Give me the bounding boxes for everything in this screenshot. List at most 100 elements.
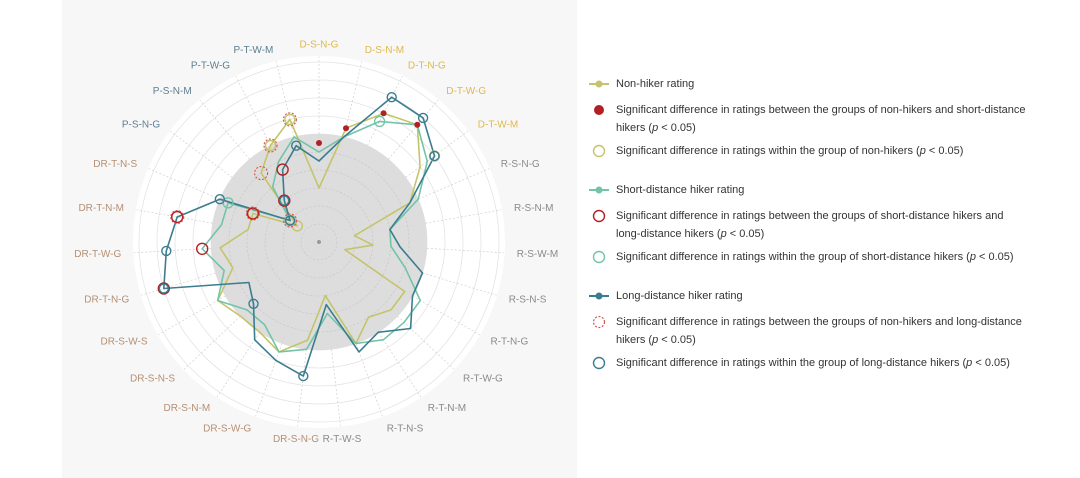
legend-text-line: Significant difference in ratings betwee… [616,316,1022,328]
legend-label-sig-within-long: Significant difference in ratings within… [616,353,1010,372]
marker-sig-within-non [291,220,304,232]
marker-sig-short-vs-long [278,194,291,207]
marker-sig-non-vs-short [414,121,421,128]
marker-sig-within-non [284,113,296,126]
p-symbol: p [720,228,727,240]
series-line-2 [163,96,436,377]
marker-sig-within-long [161,245,172,257]
marker-sig-short-vs-long [276,163,289,176]
axis-label: R-T-N-S [387,424,424,435]
legend-label-sig-within-short: Significant difference in ratings within… [616,247,1014,266]
axis-labels: D-S-N-G D-S-N-M D-T-N-G D-T-W-G D-T-W-M R-S-N… [74,40,558,446]
axis-label: R-T-N-G [491,337,529,348]
marker-sig-within-long [279,195,290,206]
marker-sig-non-vs-long [283,213,298,228]
axis-label: D-S-N-M [365,45,404,56]
marker-sig-within-long [290,140,302,151]
inner-grid-ring [300,223,338,261]
axis-label: D-T-W-M [478,119,518,130]
axis-label: P-S-N-M [153,86,192,97]
marker-sig-non-vs-long [263,138,278,153]
axis-label: DR-S-N-G [273,434,319,445]
axis-label: R-T-W-S [323,434,362,445]
axis-label: DR-S-W-S [100,337,147,348]
axis-label: R-S-N-S [509,294,547,305]
reference-area [211,134,427,350]
short-hiker-line-icon [589,186,609,194]
legend-text-line: Significant difference in ratings within… [616,357,967,369]
legend-item-short-hiker: Short-distance hiker rating [588,180,1076,200]
marker-sig-within-long [298,370,309,382]
axis-label: R-T-N-M [428,403,466,414]
marker-sig-non-vs-long [245,206,260,221]
legend-item-sig-short-vs-long: Significant difference in ratings betwee… [588,206,1076,243]
non-hiker-line-icon [589,80,609,88]
series-line-0 [216,112,421,353]
axis-label: DR-T-N-G [84,294,129,305]
marker-sig-short-vs-long [246,207,260,220]
significance-markers [157,91,441,382]
axis-label: DR-T-W-G [74,249,121,260]
p-symbol: p [652,122,659,134]
open-green-circle-icon [592,250,606,264]
marker-sig-non-vs-short [343,125,349,132]
marker-sig-within-non [264,139,277,152]
legend-label-sig-non-vs-long: Significant difference in ratings betwee… [616,312,1022,349]
legend-label-sig-non-vs-short: Significant difference in ratings betwee… [616,100,1026,137]
legend-item-non-hiker: Non-hiker rating [588,74,1076,94]
marker-sig-within-long [248,298,259,309]
marker-sig-within-long [429,150,440,162]
marker-sig-non-vs-short [316,140,322,146]
inner-grid-ring [264,187,374,297]
legend-item-long-hiker: Long-distance hiker rating [588,286,1076,306]
center-point [317,240,321,244]
legend-item-sig-within-short: Significant difference in ratings within… [588,247,1076,267]
axis-label: D-S-N-G [300,40,339,51]
axis-label: P-T-W-G [191,61,230,72]
axis-label: DR-T-N-S [93,159,137,170]
marker-sig-short-vs-long [157,282,171,295]
legend-label-sig-within-non: Significant difference in ratings within… [616,141,963,160]
marker-sig-short-vs-long [170,210,184,224]
legend-text-line: Significant difference in ratings betwee… [616,104,1026,116]
axis-label: D-T-W-G [446,86,486,97]
axis-label: P-S-N-G [122,119,161,130]
p-threshold: < 0.05) [972,357,1010,369]
legend-text-line: long-distance hikers ( [616,228,721,240]
radar-chart-panel: D-S-N-G D-S-N-M D-T-N-G D-T-W-G D-T-W-M R-S-N… [62,0,577,478]
legend-text-line: hikers ( [616,122,653,134]
legend-item-sig-within-long: Significant difference in ratings within… [588,353,1076,373]
axis-label: R-T-W-G [463,373,503,384]
p-symbol: p [966,357,973,369]
legend-item-sig-non-vs-short: Significant difference in ratings betwee… [588,100,1076,137]
radar-chart: D-S-N-G D-S-N-M D-T-N-G D-T-W-G D-T-W-M R-S-N… [74,40,558,446]
legend-text-line: Significant difference in ratings within… [616,145,920,157]
legend-text-line: hikers ( [616,334,653,346]
dashed-red-circle-icon [592,315,606,329]
p-threshold: < 0.05) [975,251,1014,263]
legend-text-line: Significant difference in ratings within… [616,251,970,263]
axis-label: R-S-W-M [517,249,558,260]
axis-label: DR-S-N-S [130,373,175,384]
p-symbol: p [969,251,976,263]
filled-red-circle-icon [594,105,604,115]
axis-label: R-S-N-M [514,203,553,214]
marker-sig-within-long [214,193,226,205]
p-threshold: < 0.05) [658,334,696,346]
p-symbol: p [919,145,926,157]
legend-label-long-hiker: Long-distance hiker rating [616,290,743,302]
open-olive-circle-icon [592,144,606,158]
open-teal-circle-icon [592,356,606,370]
legend: Non-hiker rating Significant difference … [588,74,1076,373]
inner-grid-ring [282,205,356,279]
marker-sig-non-vs-long [282,112,297,127]
p-symbol: p [652,334,659,346]
legend-text-line: Significant difference in ratings betwee… [616,210,1004,222]
open-red-circle-icon [592,209,606,223]
legend-label-non-hiker: Non-hiker rating [616,78,695,90]
long-hiker-line-icon [589,292,609,300]
marker-sig-within-short [373,115,386,128]
axis-label: R-S-N-G [501,159,540,170]
legend-item-sig-within-non: Significant difference in ratings within… [588,141,1076,161]
axis-label: DR-S-N-M [164,403,211,414]
